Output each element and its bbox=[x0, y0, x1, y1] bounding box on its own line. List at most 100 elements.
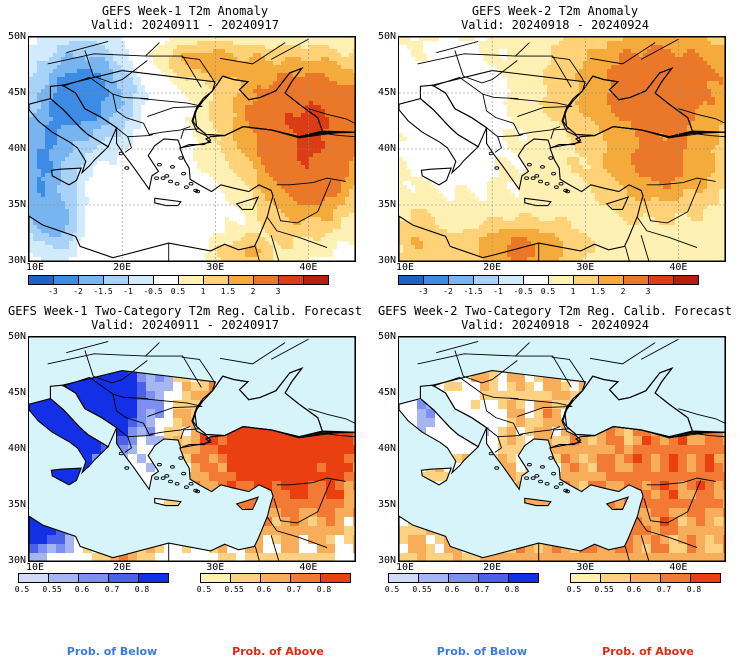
latitude-label: 50N bbox=[377, 331, 396, 342]
graticule bbox=[29, 37, 355, 261]
colorbar-swatch bbox=[418, 573, 449, 583]
longitude-label: 30E bbox=[576, 262, 595, 273]
latitude-label: 30N bbox=[377, 255, 396, 266]
colorbar-tick: 0.8 bbox=[134, 585, 150, 594]
colorbar-swatch bbox=[388, 573, 419, 583]
latitude-label: 35N bbox=[377, 199, 396, 210]
colorbar-swatch bbox=[523, 275, 549, 285]
colorbar-swatch bbox=[253, 275, 279, 285]
colorbar-tick: -1 bbox=[123, 287, 133, 296]
legend-above-label-left: Prob. of Above bbox=[232, 645, 324, 658]
week1-probability-panel: GEFS Week-1 Two-Category T2m Reg. Calib.… bbox=[0, 300, 370, 600]
colorbar-tick: -0.5 bbox=[143, 287, 163, 296]
colorbar-swatch bbox=[448, 275, 474, 285]
colorbar-tick: 0.7 bbox=[474, 585, 490, 594]
colorbar-tick: 0.55 bbox=[412, 585, 432, 594]
longitude-label: 10E bbox=[395, 262, 415, 273]
field-layer bbox=[399, 37, 725, 261]
colorbar-tick: 1.5 bbox=[220, 287, 236, 296]
colorbar-swatch bbox=[128, 275, 154, 285]
colorbar-tick: -1.5 bbox=[93, 287, 113, 296]
colorbar-swatch bbox=[103, 275, 129, 285]
latitude-label: 40N bbox=[377, 143, 396, 154]
longitude-label: 10E bbox=[395, 562, 415, 573]
colorbar-tick: 0.6 bbox=[444, 585, 460, 594]
latitude-label: 35N bbox=[377, 499, 396, 510]
longitude-label: 10E bbox=[25, 562, 45, 573]
country-borders bbox=[47, 338, 355, 561]
colorbar-tick: 1 bbox=[570, 287, 576, 296]
colorbar-swatch bbox=[660, 573, 691, 583]
colorbar-swatch bbox=[53, 275, 79, 285]
map-canvas bbox=[398, 336, 726, 562]
longitude-label: 40E bbox=[669, 262, 688, 273]
colorbar-swatch bbox=[108, 573, 139, 583]
country-borders bbox=[47, 38, 355, 261]
longitude-label: 20E bbox=[113, 562, 132, 573]
colorbar-tick: -3 bbox=[48, 287, 58, 296]
colorbar-tick: 0.6 bbox=[74, 585, 90, 594]
colorbar-tick: 0.7 bbox=[286, 585, 302, 594]
week2-anomaly-panel: GEFS Week-2 T2m Anomaly Valid: 20240918 -… bbox=[370, 0, 740, 300]
colorbar-tick: -2 bbox=[443, 287, 453, 296]
latitude-label: 30N bbox=[7, 255, 26, 266]
country-borders bbox=[417, 38, 725, 261]
longitude-label: 40E bbox=[299, 562, 318, 573]
colorbar-tick: 0.8 bbox=[504, 585, 520, 594]
colorbar-tick: 0.55 bbox=[42, 585, 62, 594]
colorbar-tick: 3 bbox=[275, 287, 281, 296]
probability-below-colorbar: 0.5 0.55 0.6 0.7 0.8 bbox=[14, 573, 169, 595]
graticule bbox=[399, 37, 725, 261]
colorbar-swatch bbox=[398, 275, 424, 285]
colorbar-swatch bbox=[200, 573, 231, 583]
panel-title: GEFS Week-2 Two-Category T2m Reg. Calib.… bbox=[377, 304, 732, 318]
colorbar-swatch bbox=[498, 275, 524, 285]
colorbar-tick: -1.5 bbox=[463, 287, 483, 296]
colorbar-swatch bbox=[648, 275, 674, 285]
country-borders bbox=[417, 338, 725, 561]
coastlines bbox=[399, 337, 725, 561]
colorbar-swatch bbox=[630, 573, 661, 583]
colorbar-swatch bbox=[260, 573, 291, 583]
colorbar-tick: 0.5 bbox=[566, 585, 582, 594]
latitude-label: 30N bbox=[377, 555, 396, 566]
colorbar-swatch bbox=[78, 573, 109, 583]
colorbar-tick: 0.55 bbox=[224, 585, 244, 594]
panel-valid-dates: Valid: 20240911 - 20240917 bbox=[91, 318, 279, 332]
colorbar-tick: 0.5 bbox=[14, 585, 30, 594]
coastlines bbox=[29, 337, 355, 561]
panel-valid-dates: Valid: 20240918 - 20240924 bbox=[461, 318, 649, 332]
colorbar-swatch bbox=[598, 275, 624, 285]
latitude-label: 50N bbox=[7, 331, 26, 342]
colorbar-tick: 0.8 bbox=[686, 585, 702, 594]
legend-above-label-right: Prob. of Above bbox=[602, 645, 694, 658]
latitude-label: 35N bbox=[7, 199, 26, 210]
colorbar-swatch bbox=[138, 573, 169, 583]
week2-probability-panel: GEFS Week-2 Two-Category T2m Reg. Calib.… bbox=[370, 300, 740, 600]
latitude-label: 45N bbox=[7, 87, 26, 98]
colorbar-swatch bbox=[228, 275, 254, 285]
coastlines bbox=[29, 37, 355, 261]
latitude-label: 45N bbox=[7, 387, 26, 398]
colorbar-swatch bbox=[478, 573, 509, 583]
colorbar-swatch bbox=[573, 275, 599, 285]
longitude-label: 30E bbox=[206, 562, 225, 573]
colorbar-tick: -1 bbox=[493, 287, 503, 296]
colorbar-swatch bbox=[673, 275, 699, 285]
week1-anomaly-panel: GEFS Week-1 T2m Anomaly Valid: 20240911 -… bbox=[0, 0, 370, 300]
panel-title: GEFS Week-1 T2m Anomaly bbox=[101, 4, 269, 18]
map-canvas bbox=[28, 336, 356, 562]
colorbar-swatch bbox=[690, 573, 721, 583]
colorbar-tick: 0.55 bbox=[594, 585, 614, 594]
longitude-label: 20E bbox=[113, 262, 132, 273]
colorbar-swatch bbox=[303, 275, 329, 285]
colorbar-tick: 1 bbox=[200, 287, 206, 296]
colorbar-tick: 1.5 bbox=[590, 287, 606, 296]
latitude-label: 45N bbox=[377, 87, 396, 98]
colorbar-tick: -2 bbox=[73, 287, 83, 296]
probability-below-colorbar: 0.5 0.55 0.6 0.7 0.8 bbox=[385, 573, 539, 595]
colorbar-tick: -0.5 bbox=[513, 287, 533, 296]
colorbar-swatch bbox=[290, 573, 321, 583]
longitude-label: 20E bbox=[483, 562, 502, 573]
colorbar-swatch bbox=[570, 573, 601, 583]
